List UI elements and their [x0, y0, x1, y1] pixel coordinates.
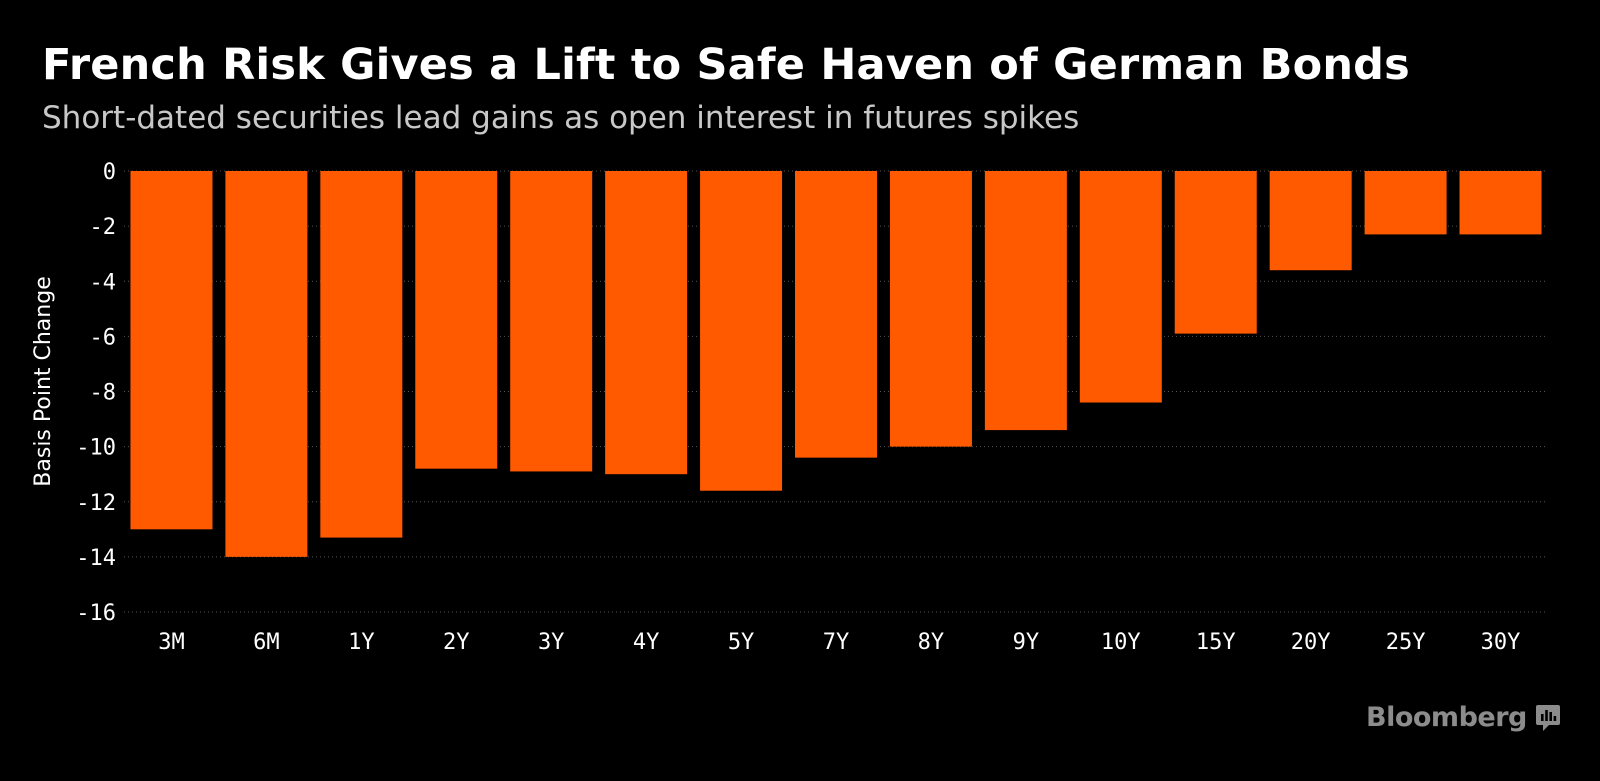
- bar-9y: [984, 171, 1067, 431]
- x-tick-label: 15Y: [1196, 630, 1236, 655]
- x-tick-label: 7Y: [823, 630, 850, 655]
- y-axis-title: Basis Point Change: [31, 276, 56, 486]
- chart-subtitle: Short-dated securities lead gains as ope…: [42, 100, 1080, 136]
- y-tick-label: -10: [76, 436, 116, 461]
- bar-30y: [1459, 171, 1542, 235]
- x-tick-label: 25Y: [1386, 630, 1426, 655]
- bar-4y: [605, 171, 688, 475]
- bar-10y: [1079, 171, 1162, 403]
- x-tick-label: 3Y: [538, 630, 565, 655]
- x-tick-label: 6M: [253, 630, 280, 655]
- x-tick-label: 2Y: [443, 630, 470, 655]
- y-tick-label: -14: [76, 546, 116, 571]
- bar-15y: [1174, 171, 1257, 334]
- bloomberg-logo: Bloomberg: [1366, 702, 1561, 733]
- x-tick-label: 3M: [158, 630, 185, 655]
- x-tick-label: 1Y: [348, 630, 375, 655]
- y-tick-label: -12: [76, 491, 116, 516]
- bar-3m: [130, 171, 213, 530]
- x-tick-label: 4Y: [633, 630, 660, 655]
- y-tick-label: 0: [103, 160, 116, 185]
- bloomberg-terminal-icon: [1535, 704, 1561, 732]
- y-tick-label: -4: [90, 270, 117, 295]
- x-tick-label: 5Y: [728, 630, 755, 655]
- x-tick-label: 8Y: [918, 630, 945, 655]
- bar-5y: [700, 171, 783, 491]
- x-tick-label: 30Y: [1481, 630, 1521, 655]
- y-axis-ticks: 0 -2 -4 -6 -8 -10 -12 -14 -16: [76, 160, 116, 626]
- bar-1y: [320, 171, 403, 538]
- bars: [130, 171, 1542, 557]
- bar-20y: [1269, 171, 1352, 271]
- x-axis-ticks: 3M 6M 1Y 2Y 3Y 4Y 5Y 7Y 8Y 9Y 10Y 15Y 20Y 25Y 30Y: [158, 630, 1520, 655]
- y-tick-label: -8: [90, 381, 117, 406]
- bar-2y: [415, 171, 498, 469]
- bar-6m: [225, 171, 308, 557]
- chart-title: French Risk Gives a Lift to Safe Haven o…: [42, 40, 1410, 90]
- brand-name: Bloomberg: [1366, 702, 1527, 733]
- bar-25y: [1364, 171, 1447, 235]
- x-tick-label: 10Y: [1101, 630, 1141, 655]
- bar-7y: [795, 171, 877, 458]
- bar-3y: [510, 171, 593, 472]
- bar-8y: [889, 171, 972, 447]
- x-tick-label: 9Y: [1013, 630, 1040, 655]
- x-tick-label: 20Y: [1291, 630, 1331, 655]
- y-tick-label: -6: [90, 325, 117, 350]
- y-tick-label: -16: [76, 601, 116, 626]
- y-tick-label: -2: [90, 215, 117, 240]
